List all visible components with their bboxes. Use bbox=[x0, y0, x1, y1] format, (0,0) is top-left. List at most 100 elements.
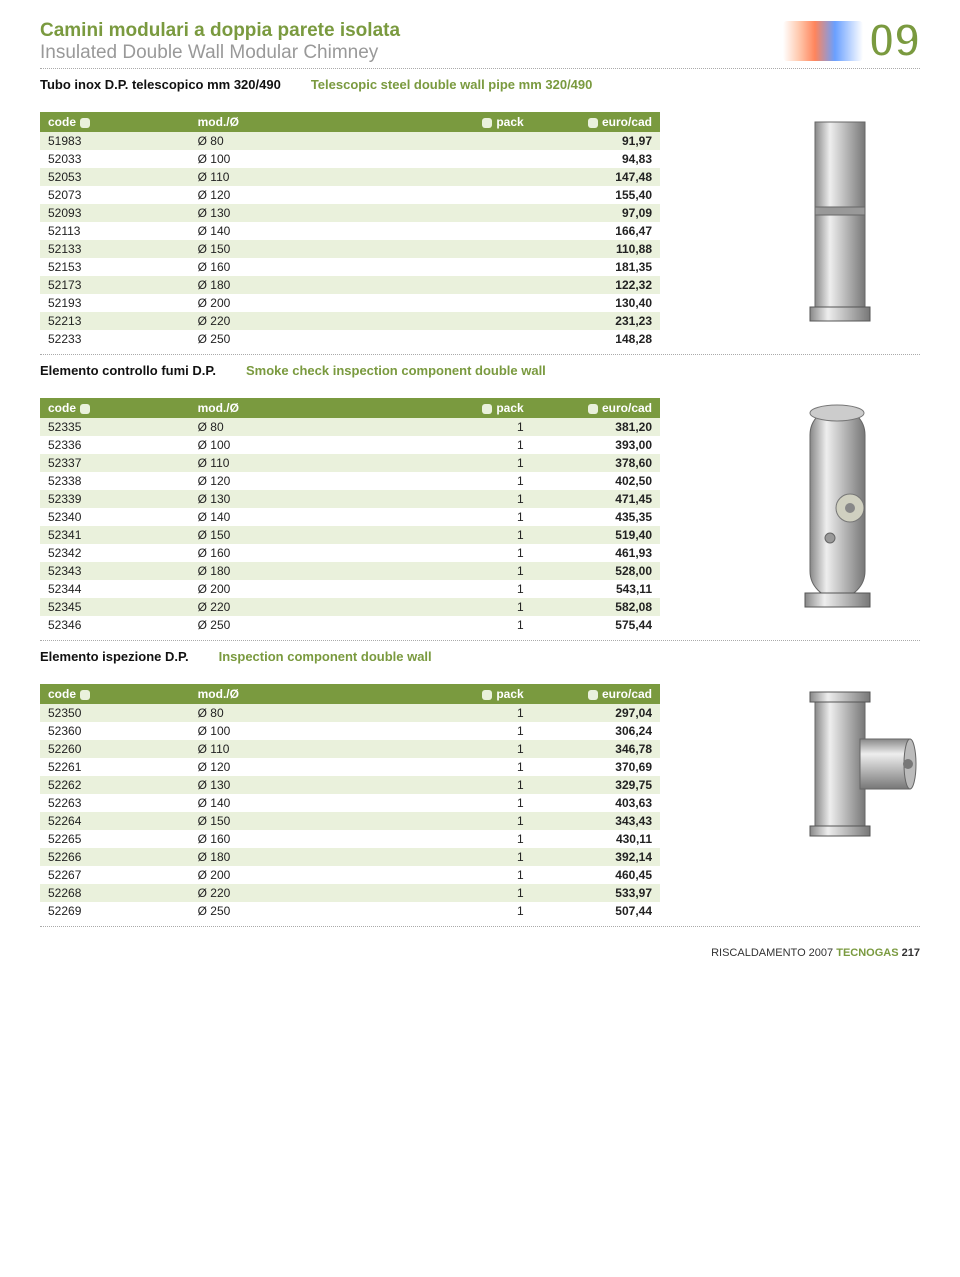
cell-mod: Ø 120 bbox=[190, 186, 425, 204]
table-row: 52266 Ø 180 1 392,14 bbox=[40, 848, 660, 866]
subtitle-it: Tubo inox D.P. telescopico mm 320/490 bbox=[40, 77, 281, 92]
section-subtitle: Elemento ispezione D.P. Inspection compo… bbox=[40, 649, 920, 664]
table-row: 52133 Ø 150 110,88 bbox=[40, 240, 660, 258]
cell-price: 130,40 bbox=[532, 294, 660, 312]
table-row: 52337 Ø 110 1 378,60 bbox=[40, 454, 660, 472]
cell-price: 461,93 bbox=[532, 544, 660, 562]
footer-page: 217 bbox=[902, 947, 920, 959]
cell-pack bbox=[425, 258, 532, 276]
page-header: Camini modulari a doppia parete isolata … bbox=[40, 20, 920, 64]
cell-pack: 1 bbox=[425, 598, 532, 616]
table-row: 52261 Ø 120 1 370,69 bbox=[40, 758, 660, 776]
flame-graphic bbox=[783, 21, 863, 61]
divider bbox=[40, 354, 920, 355]
col-code: code bbox=[40, 684, 190, 704]
cell-pack: 1 bbox=[425, 436, 532, 454]
subtitle-it: Elemento ispezione D.P. bbox=[40, 649, 189, 664]
table-row: 52268 Ø 220 1 533,97 bbox=[40, 884, 660, 902]
table-row: 52360 Ø 100 1 306,24 bbox=[40, 722, 660, 740]
cell-pack: 1 bbox=[425, 526, 532, 544]
cell-pack bbox=[425, 150, 532, 168]
cell-price: 435,35 bbox=[532, 508, 660, 526]
cell-code: 52133 bbox=[40, 240, 190, 258]
table-row: 52343 Ø 180 1 528,00 bbox=[40, 562, 660, 580]
cell-pack bbox=[425, 132, 532, 150]
cell-pack: 1 bbox=[425, 454, 532, 472]
cell-code: 52073 bbox=[40, 186, 190, 204]
cell-mod: Ø 100 bbox=[190, 722, 425, 740]
price-table: code mod./Ø pack euro/cad 52335 Ø 80 1 3… bbox=[40, 398, 660, 634]
cell-pack bbox=[425, 168, 532, 186]
cell-price: 147,48 bbox=[532, 168, 660, 186]
cell-mod: Ø 180 bbox=[190, 848, 425, 866]
cell-code: 52345 bbox=[40, 598, 190, 616]
cell-mod: Ø 100 bbox=[190, 436, 425, 454]
cell-price: 533,97 bbox=[532, 884, 660, 902]
cell-pack: 1 bbox=[425, 490, 532, 508]
cell-pack: 1 bbox=[425, 508, 532, 526]
table-row: 52193 Ø 200 130,40 bbox=[40, 294, 660, 312]
cell-pack bbox=[425, 276, 532, 294]
cell-price: 471,45 bbox=[532, 490, 660, 508]
cell-pack: 1 bbox=[425, 722, 532, 740]
cell-pack: 1 bbox=[425, 902, 532, 920]
col-pack: pack bbox=[425, 398, 532, 418]
cell-mod: Ø 100 bbox=[190, 150, 425, 168]
cell-code: 52093 bbox=[40, 204, 190, 222]
cell-mod: Ø 120 bbox=[190, 758, 425, 776]
cell-price: 94,83 bbox=[532, 150, 660, 168]
product-image bbox=[760, 112, 920, 332]
cell-mod: Ø 120 bbox=[190, 472, 425, 490]
table-row: 52263 Ø 140 1 403,63 bbox=[40, 794, 660, 812]
cell-pack: 1 bbox=[425, 884, 532, 902]
subtitle-en: Telescopic steel double wall pipe mm 320… bbox=[311, 77, 593, 92]
cell-mod: Ø 250 bbox=[190, 902, 425, 920]
cell-price: 343,43 bbox=[532, 812, 660, 830]
product-image bbox=[760, 398, 920, 618]
table-row: 52073 Ø 120 155,40 bbox=[40, 186, 660, 204]
cell-code: 52344 bbox=[40, 580, 190, 598]
title-it: Camini modulari a doppia parete isolata bbox=[40, 20, 400, 42]
cell-mod: Ø 160 bbox=[190, 544, 425, 562]
cell-code: 52335 bbox=[40, 418, 190, 436]
table-row: 52345 Ø 220 1 582,08 bbox=[40, 598, 660, 616]
cell-mod: Ø 140 bbox=[190, 794, 425, 812]
cell-code: 52339 bbox=[40, 490, 190, 508]
subtitle-it: Elemento controllo fumi D.P. bbox=[40, 363, 216, 378]
cell-code: 52269 bbox=[40, 902, 190, 920]
cell-price: 297,04 bbox=[532, 704, 660, 722]
cell-price: 575,44 bbox=[532, 616, 660, 634]
cell-mod: Ø 220 bbox=[190, 884, 425, 902]
cell-pack: 1 bbox=[425, 848, 532, 866]
cell-code: 52266 bbox=[40, 848, 190, 866]
cell-mod: Ø 80 bbox=[190, 418, 425, 436]
table-row: 52350 Ø 80 1 297,04 bbox=[40, 704, 660, 722]
cell-pack bbox=[425, 294, 532, 312]
table-row: 52344 Ø 200 1 543,11 bbox=[40, 580, 660, 598]
cell-mod: Ø 80 bbox=[190, 132, 425, 150]
cell-pack bbox=[425, 222, 532, 240]
divider bbox=[40, 68, 920, 69]
table-row: 52341 Ø 150 1 519,40 bbox=[40, 526, 660, 544]
cell-code: 52341 bbox=[40, 526, 190, 544]
cell-price: 231,23 bbox=[532, 312, 660, 330]
cell-price: 306,24 bbox=[532, 722, 660, 740]
cell-code: 52263 bbox=[40, 794, 190, 812]
product-image bbox=[760, 684, 920, 844]
cell-mod: Ø 80 bbox=[190, 704, 425, 722]
cell-code: 52265 bbox=[40, 830, 190, 848]
title-en: Insulated Double Wall Modular Chimney bbox=[40, 42, 400, 64]
cell-code: 52264 bbox=[40, 812, 190, 830]
cell-code: 52233 bbox=[40, 330, 190, 348]
cell-price: 110,88 bbox=[532, 240, 660, 258]
section-subtitle: Elemento controllo fumi D.P. Smoke check… bbox=[40, 363, 920, 378]
cell-code: 52343 bbox=[40, 562, 190, 580]
cell-code: 52268 bbox=[40, 884, 190, 902]
catalog-section: code mod./Ø pack euro/cad 52350 Ø 80 1 2… bbox=[40, 684, 920, 920]
cell-code: 52153 bbox=[40, 258, 190, 276]
col-pack: pack bbox=[425, 684, 532, 704]
cell-pack: 1 bbox=[425, 544, 532, 562]
cell-price: 370,69 bbox=[532, 758, 660, 776]
section-subtitle: Tubo inox D.P. telescopico mm 320/490 Te… bbox=[40, 77, 920, 92]
cell-price: 528,00 bbox=[532, 562, 660, 580]
